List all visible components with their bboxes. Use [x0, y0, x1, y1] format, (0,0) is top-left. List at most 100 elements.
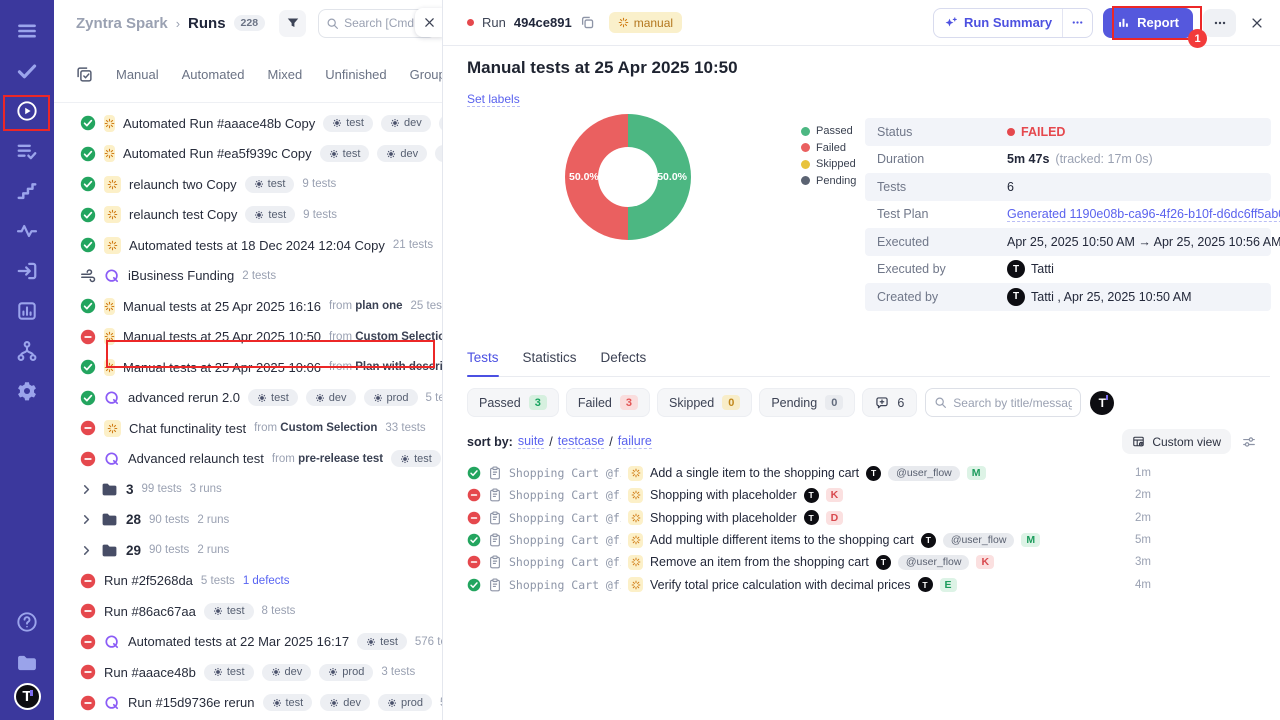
sidebar-item-list-check[interactable] — [8, 132, 46, 170]
runs-tab-unfinished[interactable]: Unfinished — [325, 66, 387, 82]
test-row[interactable]: Shopping Cart @fir... Remove an item from… — [467, 551, 1270, 573]
env-tag-pill[interactable]: test — [323, 114, 373, 132]
close-icon[interactable] — [1250, 16, 1264, 30]
run-row[interactable]: Automated tests at 18 Dec 2024 12:04 Cop… — [54, 230, 442, 261]
runs-search-input[interactable] — [344, 16, 429, 30]
detail-tab-defects[interactable]: Defects — [600, 350, 647, 365]
run-row[interactable]: Manual tests at 25 Apr 2025 16:16 from pl… — [54, 291, 442, 322]
run-row[interactable]: Chat functinality test from Custom Select… — [54, 413, 442, 444]
test-row[interactable]: Shopping Cart @fir... Shopping with place… — [467, 507, 1270, 529]
sort-suite-link[interactable]: suite — [517, 434, 545, 449]
sidebar-avatar[interactable]: T — [13, 683, 41, 710]
run-row[interactable]: Manual tests at 25 Apr 2025 10:06 from Pl… — [54, 352, 442, 383]
filter-pending[interactable]: Pending 0 — [759, 388, 856, 417]
runs-tab-groups[interactable]: Groups — [409, 66, 442, 82]
filter-failed[interactable]: Failed 3 — [565, 388, 650, 417]
env-tag-pill[interactable]: prod — [377, 694, 433, 712]
view-settings-icon[interactable] — [1242, 435, 1256, 449]
run-row[interactable]: Run #86ac67aa test 8 tests — [54, 596, 442, 627]
tests-search[interactable] — [925, 388, 1082, 417]
env-tag-pill[interactable]: test — [319, 145, 370, 163]
comments-button[interactable]: 6 — [862, 388, 918, 417]
env-tag-pill[interactable]: prod — [435, 145, 442, 163]
run-summary-more-button[interactable] — [1063, 9, 1092, 37]
select-all-icon[interactable] — [76, 66, 93, 83]
test-row[interactable]: Shopping Cart @fir... Verify total price … — [467, 573, 1270, 595]
sidebar-item-branch[interactable] — [8, 332, 46, 370]
copy-icon[interactable] — [580, 15, 595, 30]
sidebar-item-check[interactable] — [8, 52, 46, 90]
filter-passed[interactable]: Passed 3 — [467, 388, 559, 417]
env-tag-pill[interactable]: test — [262, 694, 313, 712]
run-row[interactable]: iBusiness Funding 2 tests — [54, 261, 442, 292]
run-row[interactable]: relaunch test Copy test 9 tests — [54, 200, 442, 231]
env-tag-pill[interactable]: prod — [319, 663, 374, 681]
env-tag-pill[interactable]: test — [203, 602, 254, 620]
detail-tab-statistics[interactable]: Statistics — [522, 350, 577, 365]
test-row[interactable]: Shopping Cart @fir... Add a single item t… — [467, 462, 1270, 484]
detail-tab-tests[interactable]: Tests — [467, 350, 499, 377]
chevron-right-icon[interactable] — [80, 544, 93, 557]
env-tag-pill[interactable]: prod — [438, 114, 442, 132]
test-row[interactable]: Shopping Cart @fir... Shopping with place… — [467, 484, 1270, 506]
runs-tab-mixed[interactable]: Mixed — [267, 66, 303, 82]
run-group-row[interactable]: 29 90 tests 2 runs — [54, 535, 442, 566]
run-row[interactable]: Run #aaace48b test dev prod 3 tests — [54, 657, 442, 688]
env-tag-pill[interactable]: dev — [377, 145, 428, 163]
set-labels-link[interactable]: Set labels — [467, 92, 520, 107]
sidebar-item-library[interactable] — [8, 643, 46, 681]
env-tag-pill[interactable]: dev — [305, 389, 356, 407]
run-group-row[interactable]: 3 99 tests 3 runs — [54, 474, 442, 505]
test-row[interactable]: Shopping Cart @fir... Add multiple differ… — [467, 529, 1270, 551]
breadcrumb-project[interactable]: Zyntra Spark — [76, 14, 168, 32]
filter-button[interactable] — [279, 9, 307, 37]
sidebar-item-help[interactable] — [8, 603, 46, 641]
run-row[interactable]: Run #2f5268da 5 tests 1 defects — [54, 566, 442, 597]
run-row[interactable]: Automated tests at 22 Mar 2025 16:17 test… — [54, 627, 442, 658]
env-tag-pill[interactable]: test — [248, 389, 298, 407]
sidebar-item-play-circle[interactable] — [8, 92, 46, 130]
assignee-filter-avatar[interactable]: T — [1090, 390, 1115, 415]
run-summary-button[interactable]: Run Summary — [934, 9, 1062, 37]
env-tag-pill[interactable]: dev — [261, 663, 312, 681]
sidebar-item-sign-in[interactable] — [8, 252, 46, 290]
sort-testcase-link[interactable]: testcase — [557, 434, 605, 449]
tests-search-input[interactable] — [953, 395, 1073, 410]
run-group-row[interactable]: 28 90 tests 2 runs — [54, 505, 442, 536]
manual-run-icon — [104, 358, 115, 376]
env-tag-pill[interactable]: test — [245, 206, 296, 224]
run-from-plan: from Custom Selection — [254, 422, 378, 435]
env-tag-pill[interactable]: prod — [363, 389, 418, 407]
sidebar-item-steps[interactable] — [8, 172, 46, 210]
run-row[interactable]: Manual tests at 25 Apr 2025 10:50 from Cu… — [54, 322, 442, 353]
run-row[interactable]: Advanced relaunch test from pre-release t… — [54, 444, 442, 475]
env-tag-pill[interactable]: test — [357, 633, 407, 651]
env-tag-pill[interactable]: test — [244, 175, 295, 193]
test-plan-link[interactable]: Generated 1190e08b-ca96-4f26-b10f-d6dc6f… — [1007, 207, 1280, 222]
sidebar-item-gear[interactable] — [8, 372, 46, 410]
runs-tab-automated[interactable]: Automated — [181, 66, 245, 82]
collapse-panel-button[interactable] — [415, 8, 442, 37]
report-button[interactable]: Report — [1103, 7, 1193, 38]
runs-tab-manual[interactable]: Manual — [116, 66, 159, 82]
chevron-right-icon[interactable] — [80, 483, 93, 496]
sidebar-item-chart-box[interactable] — [8, 292, 46, 330]
run-defects-link[interactable]: 1 defects — [242, 574, 290, 587]
run-row[interactable]: relaunch two Copy test 9 tests — [54, 169, 442, 200]
filter-skipped[interactable]: Skipped 0 — [657, 388, 753, 417]
more-actions-button[interactable] — [1203, 8, 1236, 37]
chevron-right-icon[interactable] — [80, 513, 93, 526]
sort-failure-link[interactable]: failure — [617, 434, 652, 449]
run-tests-count: 5 tests — [425, 391, 442, 404]
sidebar-item-pulse[interactable] — [8, 212, 46, 250]
env-tag-pill[interactable]: dev — [380, 114, 431, 132]
sidebar-item-menu[interactable] — [8, 12, 46, 50]
custom-view-button[interactable]: Custom view — [1122, 429, 1231, 454]
env-tag-pill[interactable]: dev — [320, 694, 370, 712]
env-tag-pill[interactable]: test — [203, 663, 254, 681]
env-tag-pill[interactable]: test — [391, 450, 441, 468]
